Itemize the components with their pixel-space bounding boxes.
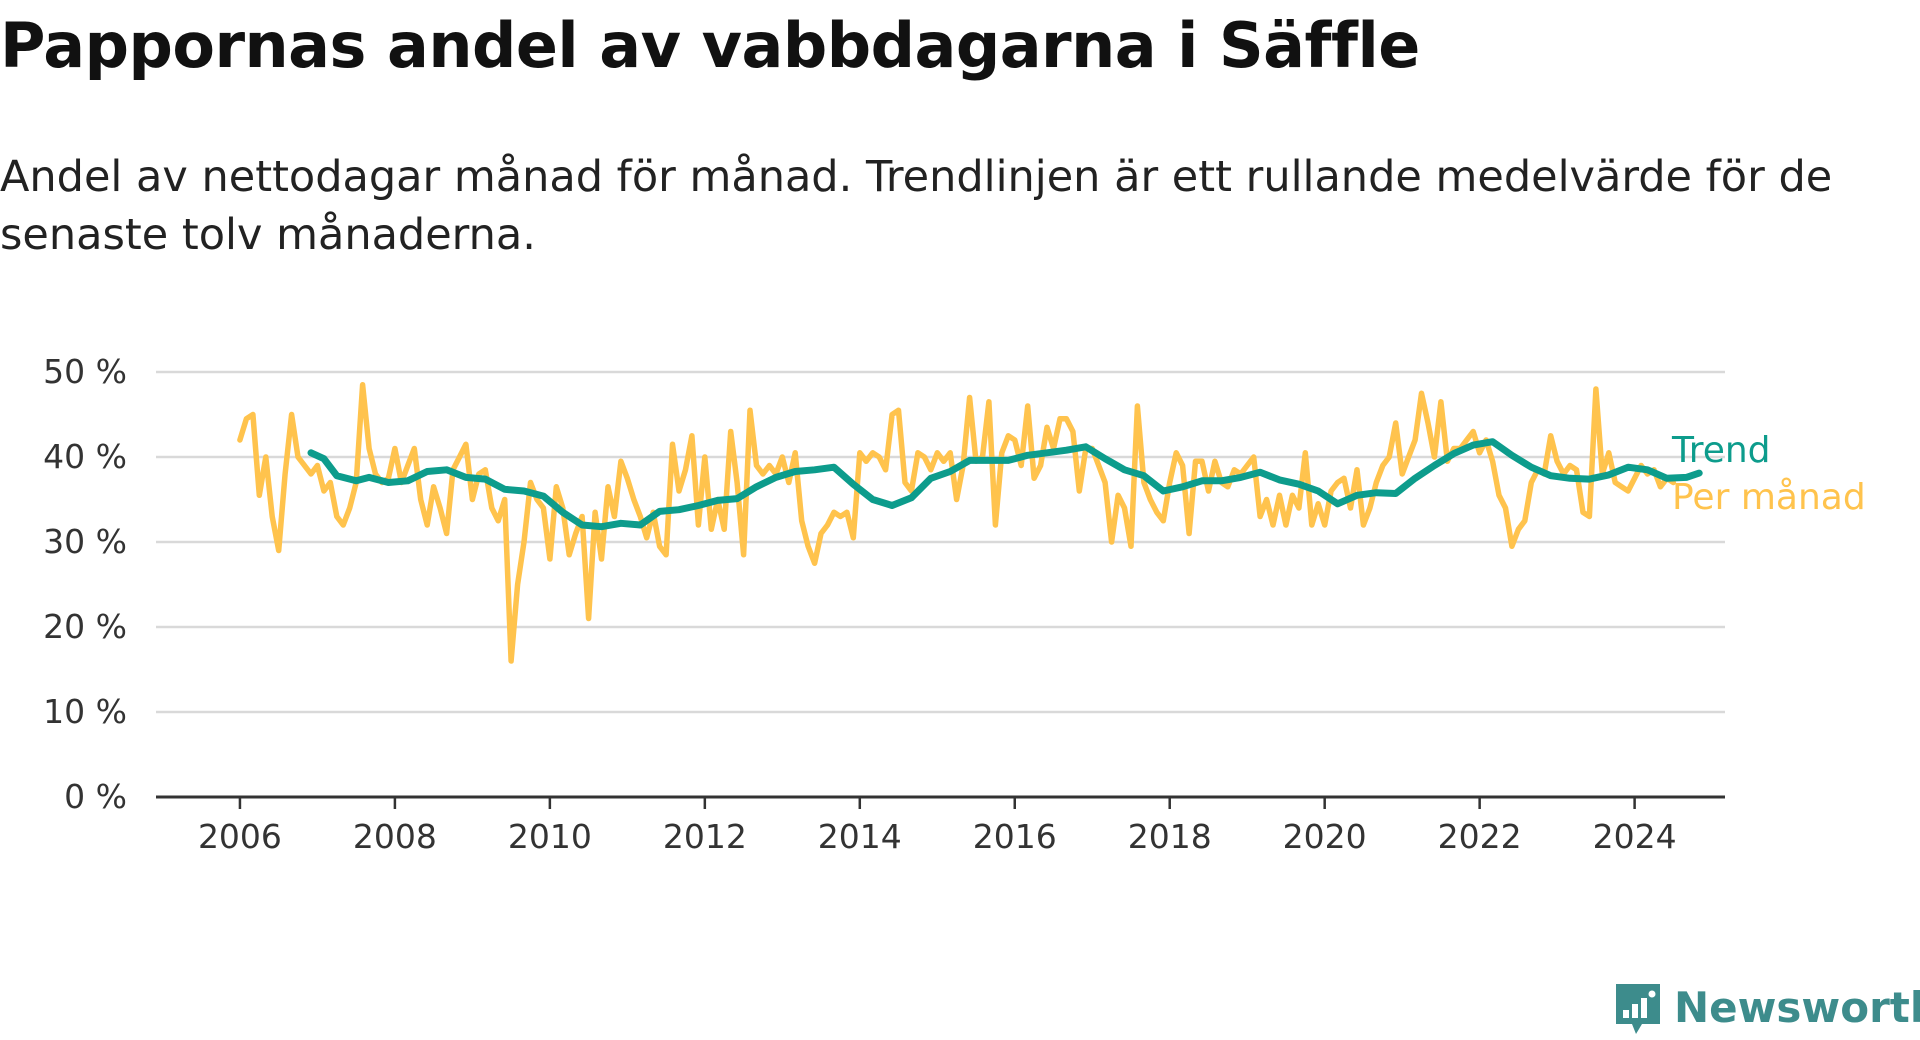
monthly-label: Per månad xyxy=(1672,477,1866,518)
x-tick-label: 2006 xyxy=(198,817,282,856)
x-tick-label: 2008 xyxy=(353,817,437,856)
brand-name: Newsworthy xyxy=(1674,983,1920,1032)
series-lines xyxy=(237,382,1703,664)
newsworthy-logo[interactable]: Newsworthy xyxy=(1612,978,1920,1038)
grid-lines xyxy=(156,370,1725,714)
chart-subtitle: Andel av nettodagar månad för månad. Tre… xyxy=(0,152,1833,260)
newsworthy-logo-icon xyxy=(1616,984,1660,1034)
x-tick-label: 2010 xyxy=(508,817,592,856)
trend-line xyxy=(307,438,1703,531)
monthly-line xyxy=(237,382,1677,664)
y-tick-label: 30 % xyxy=(43,522,127,561)
x-tick-label: 2022 xyxy=(1438,817,1522,856)
y-tick-label: 0 % xyxy=(64,777,127,816)
x-tick-label: 2012 xyxy=(663,817,747,856)
x-tick-label: 2024 xyxy=(1593,817,1677,856)
chart-title: Pappornas andel av vabbdagarna i Säffle xyxy=(0,9,1420,82)
y-tick-label: 20 % xyxy=(43,607,127,646)
series-labels: Trend Per månad xyxy=(1671,430,1866,518)
y-axis-labels: 0 % 10 % 20 % 30 % 40 % 50 % xyxy=(43,352,127,816)
x-tick-label: 2018 xyxy=(1128,817,1212,856)
trend-label: Trend xyxy=(1671,430,1771,471)
y-tick-label: 50 % xyxy=(43,352,127,391)
x-axis-ticks: 2006 2008 2010 2012 2014 2016 2018 2020 2022 2024 xyxy=(198,797,1677,856)
x-tick-label: 2016 xyxy=(973,817,1057,856)
y-tick-label: 40 % xyxy=(43,437,127,476)
x-tick-label: 2014 xyxy=(818,817,902,856)
y-tick-label: 10 % xyxy=(43,692,127,731)
x-tick-label: 2020 xyxy=(1283,817,1367,856)
